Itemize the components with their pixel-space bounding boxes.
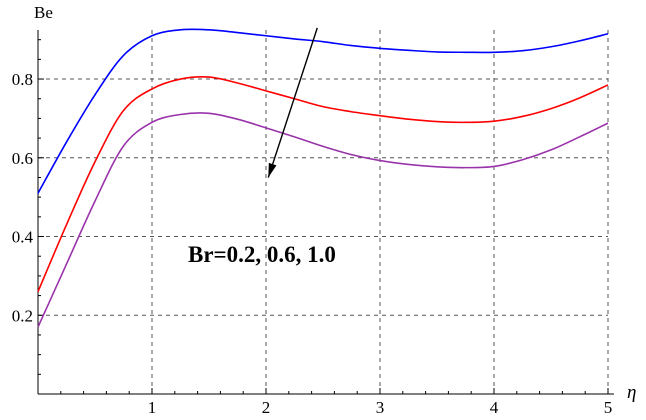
annotation-arrow-shaft — [267, 27, 318, 178]
series-group — [37, 28, 609, 328]
ticks: 1 2 3 4 5 0.2 0.4 0.6 0.8 — [12, 70, 613, 417]
series-line-1 — [37, 28, 609, 194]
annotation-arrow-head — [268, 162, 277, 178]
y-axis-label: Be — [34, 3, 53, 22]
x-tick-label: 3 — [376, 398, 385, 417]
axes — [37, 30, 614, 395]
grid — [38, 30, 609, 394]
y-tick-label: 0.8 — [12, 70, 33, 89]
x-tick-label: 4 — [490, 398, 499, 417]
x-tick-label: 2 — [262, 398, 271, 417]
y-tick-label: 0.4 — [12, 228, 34, 247]
y-tick-label: 0.2 — [12, 306, 33, 325]
x-axis-label: η — [627, 382, 636, 403]
annotation-text: Br=0.2, 0.6, 1.0 — [188, 242, 336, 267]
x-tick-label: 1 — [148, 398, 157, 417]
y-tick-label: 0.6 — [12, 149, 33, 168]
x-tick-label: 5 — [604, 398, 613, 417]
series-line-3 — [37, 112, 609, 328]
series-line-2 — [37, 76, 609, 292]
annotation-group — [267, 27, 318, 178]
